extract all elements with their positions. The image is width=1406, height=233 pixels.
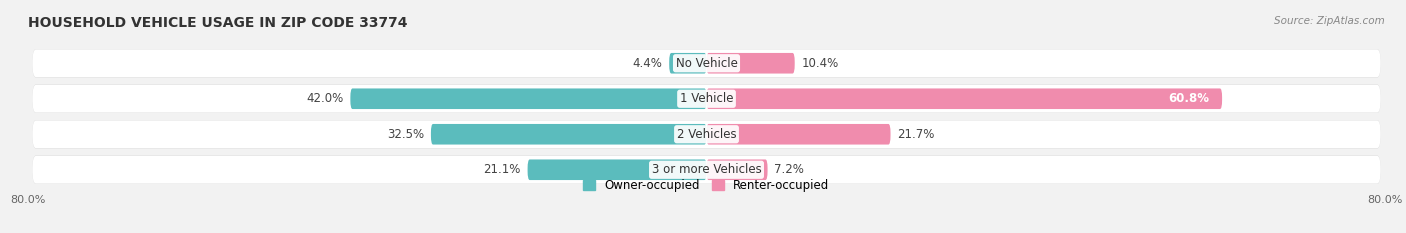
Text: 2 Vehicles: 2 Vehicles bbox=[676, 128, 737, 141]
FancyBboxPatch shape bbox=[32, 120, 1381, 148]
FancyBboxPatch shape bbox=[707, 53, 794, 74]
Text: 42.0%: 42.0% bbox=[307, 92, 343, 105]
Text: Source: ZipAtlas.com: Source: ZipAtlas.com bbox=[1274, 16, 1385, 26]
FancyBboxPatch shape bbox=[32, 85, 1381, 113]
FancyBboxPatch shape bbox=[32, 49, 1381, 77]
Text: 32.5%: 32.5% bbox=[387, 128, 425, 141]
FancyBboxPatch shape bbox=[430, 124, 707, 144]
Text: HOUSEHOLD VEHICLE USAGE IN ZIP CODE 33774: HOUSEHOLD VEHICLE USAGE IN ZIP CODE 3377… bbox=[28, 16, 408, 30]
FancyBboxPatch shape bbox=[669, 53, 707, 74]
FancyBboxPatch shape bbox=[350, 89, 707, 109]
FancyBboxPatch shape bbox=[707, 124, 890, 144]
Text: 21.1%: 21.1% bbox=[484, 163, 520, 176]
Text: 7.2%: 7.2% bbox=[775, 163, 804, 176]
Text: 21.7%: 21.7% bbox=[897, 128, 935, 141]
FancyBboxPatch shape bbox=[527, 159, 707, 180]
Text: No Vehicle: No Vehicle bbox=[675, 57, 738, 70]
FancyBboxPatch shape bbox=[32, 156, 1381, 184]
Text: 3 or more Vehicles: 3 or more Vehicles bbox=[651, 163, 762, 176]
Text: 60.8%: 60.8% bbox=[1168, 92, 1209, 105]
FancyBboxPatch shape bbox=[32, 49, 1381, 77]
Text: 4.4%: 4.4% bbox=[633, 57, 662, 70]
Text: 1 Vehicle: 1 Vehicle bbox=[679, 92, 734, 105]
Legend: Owner-occupied, Renter-occupied: Owner-occupied, Renter-occupied bbox=[579, 175, 834, 197]
FancyBboxPatch shape bbox=[32, 85, 1381, 113]
Text: 10.4%: 10.4% bbox=[801, 57, 839, 70]
FancyBboxPatch shape bbox=[707, 89, 1222, 109]
FancyBboxPatch shape bbox=[707, 159, 768, 180]
FancyBboxPatch shape bbox=[32, 120, 1381, 148]
FancyBboxPatch shape bbox=[32, 156, 1381, 184]
